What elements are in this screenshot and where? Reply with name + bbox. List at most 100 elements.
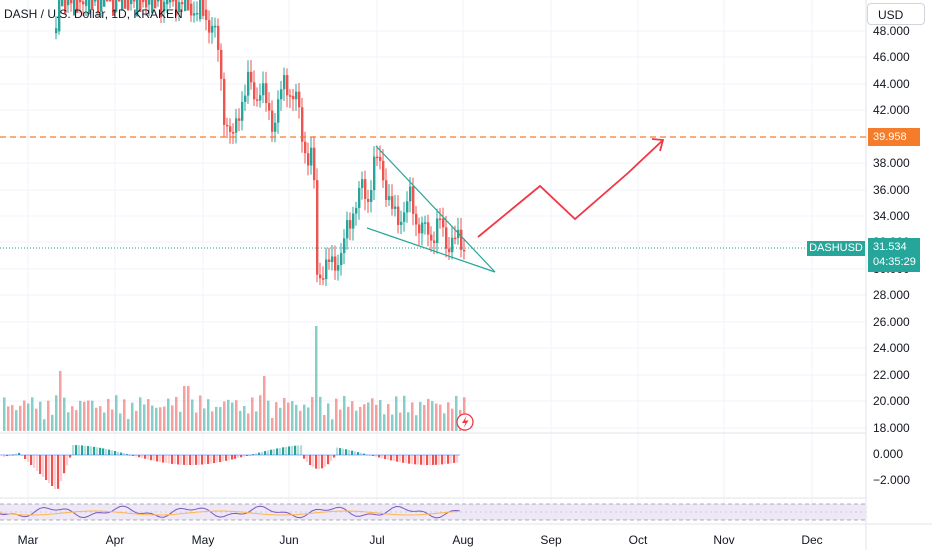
volume-bar (379, 400, 382, 431)
last-price-label: 31.534 04:35:29 (868, 238, 920, 272)
histogram-bar (21, 455, 24, 456)
candle-body (298, 91, 301, 108)
oscillator-signal-line (0, 510, 461, 516)
candle-body (160, 0, 163, 17)
volume-bar (119, 413, 122, 431)
volume-bar (339, 409, 342, 431)
histogram-bar (177, 455, 180, 465)
histogram-bar (48, 455, 51, 483)
oscillator-lines (0, 505, 461, 519)
candle-body (250, 71, 253, 83)
volume-bar (99, 406, 102, 431)
histogram-bar (405, 455, 408, 464)
histogram-bar (156, 455, 159, 462)
histogram-bar (288, 446, 291, 455)
histogram-bar (147, 455, 150, 460)
histogram-bar (66, 455, 69, 466)
histogram-bar (456, 455, 459, 463)
candle-body (217, 25, 220, 50)
candle-body (451, 237, 454, 253)
histogram-bar (126, 454, 129, 456)
histogram-bar (45, 455, 48, 480)
lightning-icon[interactable] (456, 413, 474, 431)
price-tick-label: 34.000 (873, 209, 910, 223)
histogram-bar (129, 454, 132, 456)
histogram-bar (255, 453, 258, 455)
candle-body (454, 237, 457, 240)
histogram-bar (309, 455, 312, 466)
volume-bar (443, 413, 446, 431)
volume-bar (395, 396, 398, 431)
candle-body (286, 75, 289, 96)
histogram-bar (84, 445, 87, 455)
symbol-title[interactable]: DASH / U.S. Dollar, 1D, KRAKEN (4, 7, 183, 21)
histogram-bar (141, 455, 144, 459)
candle-body (76, 0, 79, 13)
candle-body (73, 0, 76, 16)
candle-body (112, 0, 115, 16)
candle-body (157, 0, 160, 2)
currency-button[interactable]: USD (867, 3, 925, 25)
volume-bar (55, 395, 58, 431)
candle-body (439, 218, 442, 221)
candle-body (445, 227, 448, 249)
price-tick-label: 48.000 (873, 24, 910, 38)
histogram-bar (96, 447, 99, 455)
candle-body (121, 0, 124, 11)
volume-bar (347, 406, 350, 431)
histogram-bar (186, 455, 189, 465)
volume-bar (243, 405, 246, 431)
histogram-bar (54, 455, 57, 489)
candle-body (334, 256, 337, 271)
histogram-bar (411, 455, 414, 465)
volume-bars (3, 326, 466, 431)
histogram-bar (387, 455, 390, 460)
histogram-bar (162, 455, 165, 463)
histogram-bar (381, 455, 384, 459)
volume-bar (191, 399, 194, 431)
histogram-bar (144, 455, 147, 459)
histogram-bar (171, 455, 174, 464)
histogram-bar (333, 455, 336, 458)
candle-body (64, 0, 67, 14)
candle-body (400, 221, 403, 225)
candle-body (142, 0, 145, 3)
candle-body (310, 147, 313, 166)
symbol-price-label: DASHUSD (807, 241, 865, 256)
candle-body (385, 180, 388, 200)
volume-bar (451, 408, 454, 431)
histogram-bar (30, 455, 33, 465)
time-tick-label: Jul (369, 533, 385, 547)
projection-path[interactable] (477, 140, 663, 238)
histogram-bar (444, 455, 447, 465)
candle-body (388, 196, 391, 200)
volume-bar (75, 410, 78, 431)
histogram-bar (300, 445, 303, 455)
volume-bar (19, 405, 22, 431)
histogram-bar (231, 455, 234, 460)
histogram-bar (123, 453, 126, 455)
histogram-bar (312, 455, 315, 468)
histogram-bar (114, 451, 117, 455)
wedge-lower-trendline[interactable] (366, 227, 496, 273)
histogram-bar (189, 455, 192, 465)
candle-body (460, 229, 463, 250)
candle-body (58, 0, 61, 32)
volume-bar (59, 371, 62, 431)
candle-body (316, 180, 319, 275)
wedge-upper-trendline[interactable] (375, 145, 496, 273)
volume-bar (303, 404, 306, 431)
volume-bar (7, 406, 10, 431)
histogram-bar (198, 455, 201, 465)
volume-bar (155, 407, 158, 431)
candle-body (283, 75, 286, 90)
volume-bar (47, 400, 50, 431)
histogram-bar (87, 446, 90, 455)
volume-bar (315, 326, 318, 431)
volume-bar (355, 410, 358, 431)
histogram-bar (339, 448, 342, 455)
candle-body (214, 25, 217, 28)
candle-body (361, 179, 364, 188)
histogram-bar (372, 455, 375, 457)
